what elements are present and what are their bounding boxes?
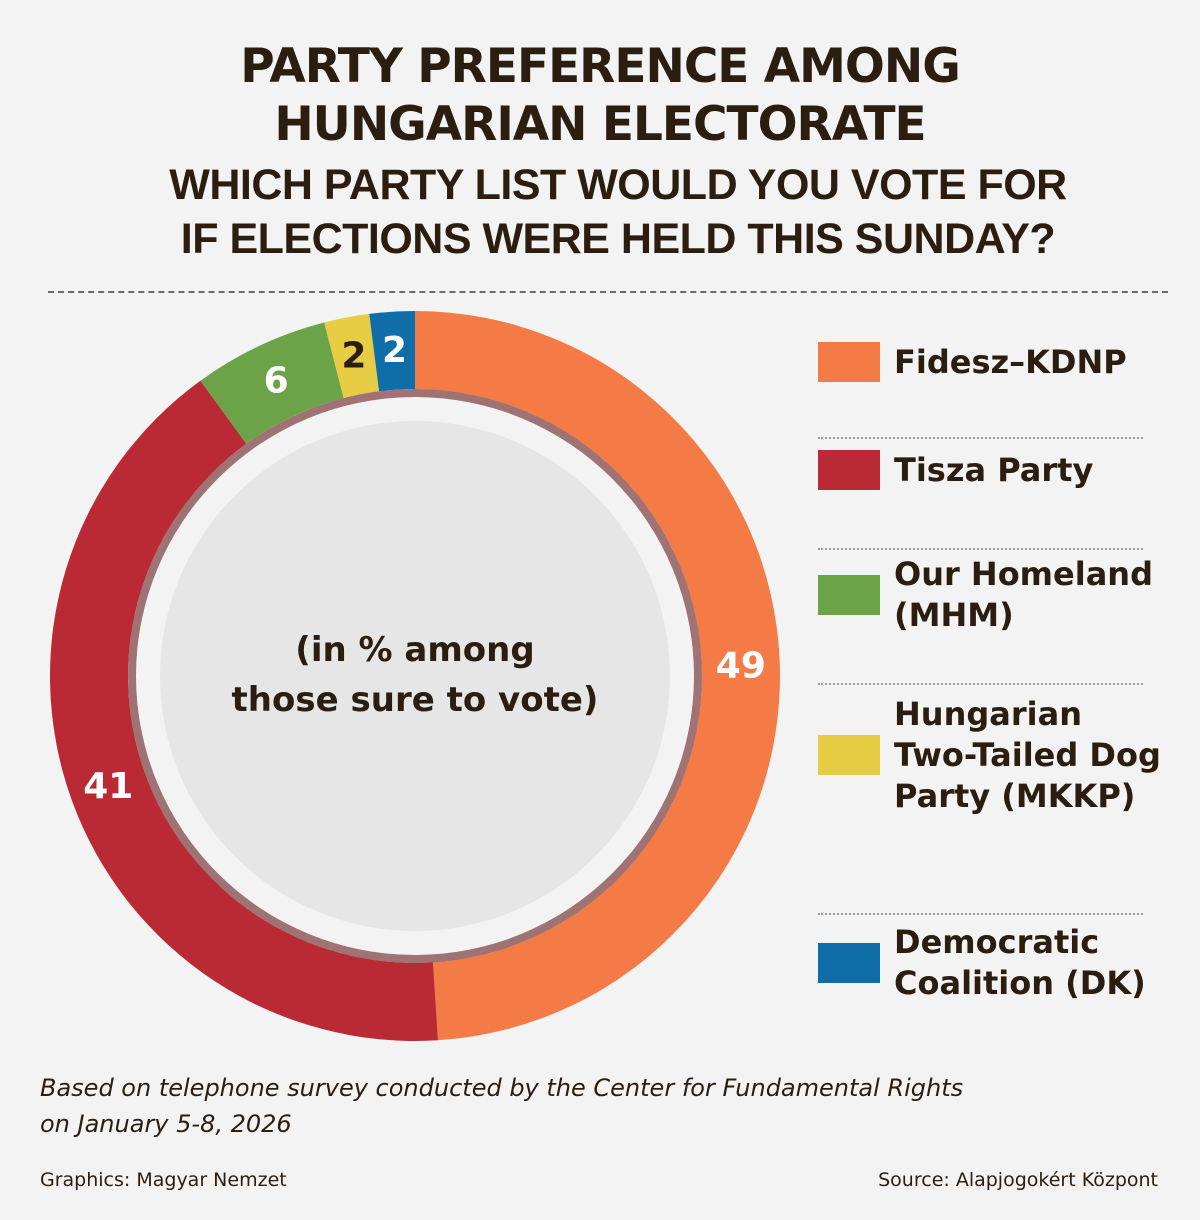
graphics-credit: Graphics: Magyar Nemzet <box>40 1169 287 1191</box>
slice-value-fidesz-kdnp: 49 <box>716 645 766 686</box>
legend-swatch <box>818 450 880 490</box>
slice-value-hungarian-two-tailed-dog-party-mkkp: 2 <box>341 335 366 376</box>
slice-value-democratic-coalition-dk: 2 <box>382 330 407 371</box>
chart-subtitle: WHICH PARTY LIST WOULD YOU VOTE FOR IF E… <box>0 158 1200 266</box>
chart-title: PARTY PREFERENCE AMONG HUNGARIAN ELECTOR… <box>0 38 1200 154</box>
legend-separator <box>818 437 1143 439</box>
legend-separator <box>818 913 1143 915</box>
header-divider <box>48 291 1168 293</box>
legend-separator <box>818 683 1143 685</box>
slice-democratic-coalition-dk <box>369 311 415 392</box>
slice-tisza-party <box>49 380 438 1041</box>
legend-item-fidesz-kdnp: Fidesz–KDNP <box>818 342 1163 383</box>
source-credit: Source: Alapjogokért Központ <box>878 1169 1158 1191</box>
footnote-line2: on January 5-8, 2026 <box>40 1110 292 1138</box>
legend-label: Tisza Party <box>894 450 1094 489</box>
legend-item-tisza-party: Tisza Party <box>818 450 1163 491</box>
legend-item-hungarian-two-tailed-dog-party-mkkp: Hungarian Two-Tailed Dog Party (MKKP) <box>818 673 1163 837</box>
donut-center-disc <box>160 421 670 931</box>
legend-separator <box>818 548 1143 550</box>
center-label-line1: (in % among <box>295 630 534 670</box>
chart-title-line2: HUNGARIAN ELECTORATE <box>274 97 926 152</box>
slice-value-our-homeland-mhm: 6 <box>264 361 289 402</box>
donut-ring <box>49 311 781 1041</box>
legend-swatch <box>818 575 880 615</box>
chart-subtitle-line1: WHICH PARTY LIST WOULD YOU VOTE FOR <box>169 161 1067 209</box>
slice-fidesz-kdnp <box>415 311 781 1041</box>
center-label-line2: those sure to vote) <box>232 680 599 720</box>
legend-swatch <box>818 735 880 775</box>
chart-title-line1: PARTY PREFERENCE AMONG <box>240 39 961 94</box>
legend-label: Fidesz–KDNP <box>894 342 1127 381</box>
legend-item-democratic-coalition-dk: Democratic Coalition (DK) <box>818 922 1163 1004</box>
chart-subtitle-line2: IF ELECTIONS WERE HELD THIS SUNDAY? <box>180 215 1056 263</box>
legend-label: Our Homeland (MHM) <box>894 555 1153 634</box>
survey-footnote: Based on telephone survey conducted by t… <box>40 1070 1160 1142</box>
slice-hungarian-two-tailed-dog-party-mkkp <box>324 313 380 399</box>
legend-swatch <box>818 943 880 983</box>
footnote-line1: Based on telephone survey conducted by t… <box>40 1074 964 1102</box>
slice-value-labels: 49 41 6 2 2 <box>83 330 766 807</box>
legend-label: Democratic Coalition (DK) <box>894 923 1146 1002</box>
legend-label: Hungarian Two-Tailed Dog Party (MKKP) <box>894 694 1161 815</box>
slice-our-homeland-mhm <box>200 322 344 444</box>
slice-value-tisza-party: 41 <box>83 766 133 807</box>
legend-swatch <box>818 342 880 382</box>
legend-item-our-homeland-mhm: Our Homeland (MHM) <box>818 554 1163 636</box>
